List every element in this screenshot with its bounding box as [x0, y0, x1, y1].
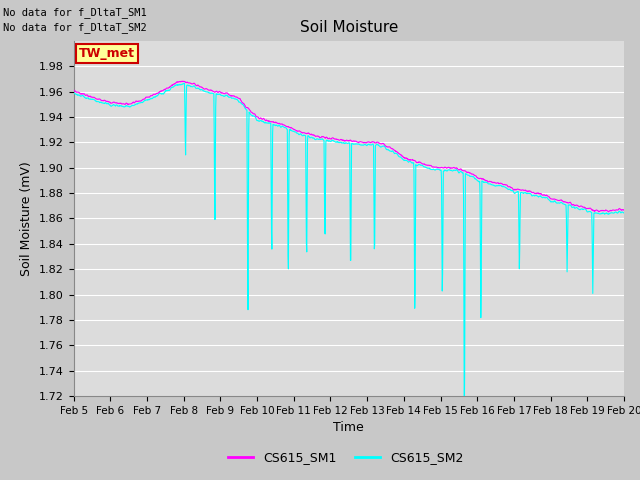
Legend: CS615_SM1, CS615_SM2: CS615_SM1, CS615_SM2 — [223, 446, 468, 469]
Text: No data for f_DltaT_SM1: No data for f_DltaT_SM1 — [3, 7, 147, 18]
Title: Soil Moisture: Soil Moisture — [300, 21, 398, 36]
Y-axis label: Soil Moisture (mV): Soil Moisture (mV) — [20, 161, 33, 276]
X-axis label: Time: Time — [333, 421, 364, 434]
Text: No data for f_DltaT_SM2: No data for f_DltaT_SM2 — [3, 22, 147, 33]
Text: TW_met: TW_met — [79, 47, 135, 60]
